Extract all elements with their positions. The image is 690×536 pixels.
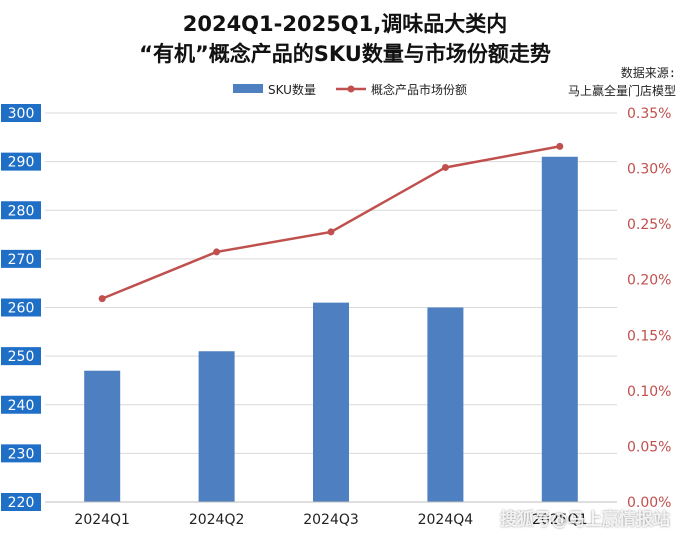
chart-title-line-1: 2024Q1-2025Q1,调味品大类内	[182, 12, 508, 36]
bar	[198, 351, 235, 502]
x-tick-label: 2024Q4	[418, 512, 474, 528]
y-right-tick-label: 0.25%	[627, 217, 671, 233]
y-right-tick-label: 0.20%	[627, 273, 671, 289]
x-tick-label: 2024Q3	[303, 512, 359, 528]
x-tick-label: 2024Q2	[189, 512, 245, 528]
share-point	[98, 295, 106, 303]
legend-bar-label: SKU数量	[268, 82, 316, 97]
bar	[541, 156, 578, 502]
y-left-tick-label: 230	[8, 446, 35, 462]
y-left-tick-label: 300	[8, 106, 35, 122]
legend-line-label: 概念产品市场份额	[371, 82, 467, 97]
y-left-tick-label: 270	[8, 252, 35, 268]
legend-line-marker	[347, 85, 355, 93]
bar	[313, 302, 349, 502]
y-left-tick-label: 220	[8, 495, 35, 511]
y-left-tick-bg	[1, 104, 41, 122]
y-left-tick-label: 280	[8, 203, 35, 219]
y-right-tick-label: 0.00%	[627, 495, 671, 511]
y-right-tick-label: 0.30%	[627, 162, 671, 178]
bar	[427, 307, 464, 502]
y-right-tick-label: 0.10%	[627, 384, 671, 400]
watermark: 搜狐号@马上赢情报站	[500, 510, 670, 530]
x-tick-label: 2024Q1	[74, 512, 130, 528]
y-left-tick-bg	[1, 201, 41, 220]
y-right-tick-label: 0.35%	[627, 106, 671, 122]
source-name: 马上赢全量门店模型	[567, 84, 676, 98]
y-left-tick-bg	[1, 444, 41, 463]
share-point	[213, 248, 221, 256]
y-left-tick-bg	[1, 395, 41, 414]
y-left-tick-bg	[1, 152, 41, 171]
bar	[84, 370, 121, 502]
y-right-tick-label: 0.15%	[627, 328, 671, 344]
share-line	[101, 145, 561, 300]
share-point	[556, 142, 564, 150]
y-left-tick-label: 250	[8, 349, 35, 365]
y-left-tick-bg	[1, 347, 41, 366]
source-label: 数据来源:	[620, 66, 676, 80]
share-point	[327, 228, 335, 236]
y-left-tick-bg	[1, 493, 41, 511]
chart-title-line-2: “有机”概念产品的SKU数量与市场份额走势	[139, 42, 551, 66]
y-left-tick-bg	[1, 298, 41, 317]
y-left-tick-bg	[1, 249, 41, 268]
legend-bar-swatch	[233, 84, 263, 93]
y-right-tick-label: 0.05%	[627, 439, 671, 455]
y-left-tick-label: 290	[8, 155, 35, 171]
share-point	[441, 163, 449, 171]
y-left-tick-label: 260	[8, 301, 35, 317]
y-left-tick-label: 240	[8, 398, 35, 414]
x-tick-label: 2025Q1	[532, 512, 588, 528]
